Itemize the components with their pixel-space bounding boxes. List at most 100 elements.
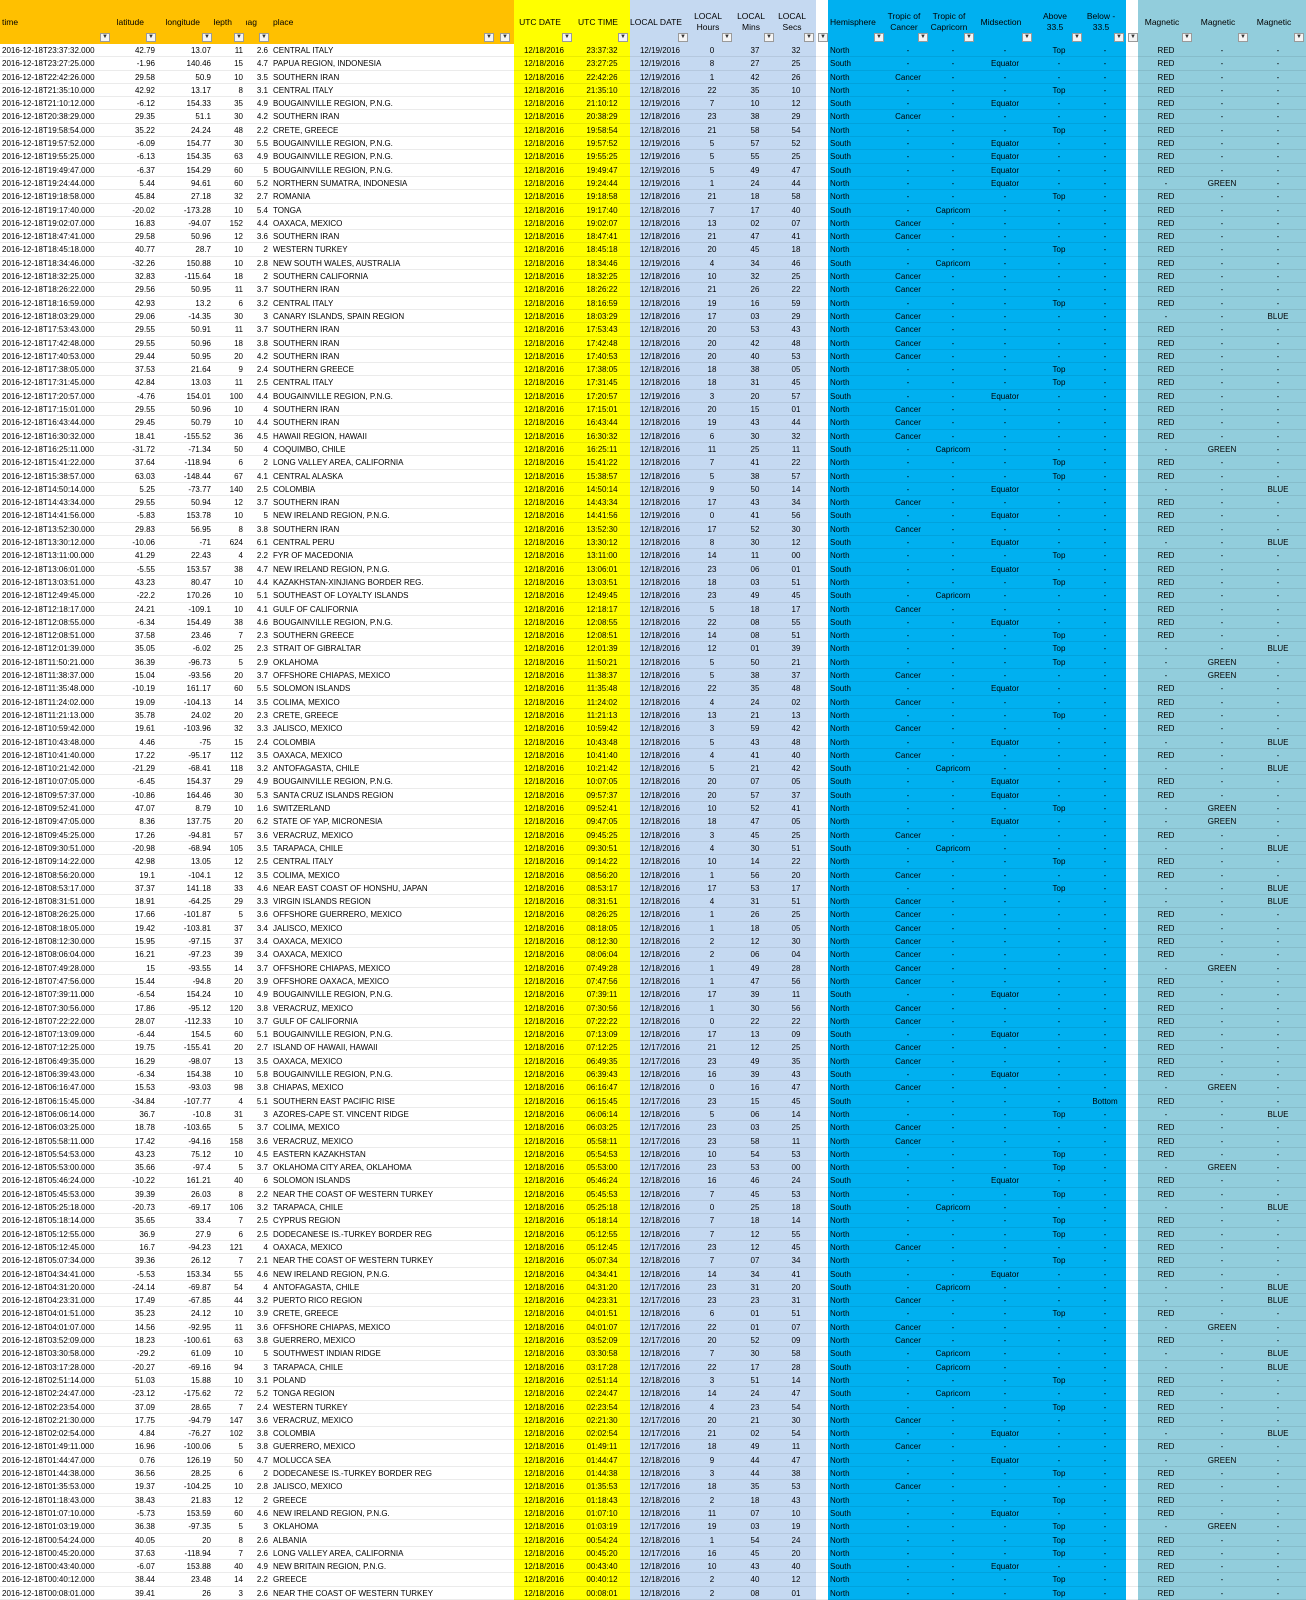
cell-mag1[interactable]: RED [1138, 1002, 1194, 1015]
cell-above[interactable]: - [1034, 589, 1084, 602]
cell-local_secs[interactable]: 56 [776, 975, 816, 988]
cell-mag2[interactable]: - [1194, 1095, 1250, 1108]
cell-cancer[interactable]: - [886, 1268, 930, 1281]
cell-local_mins[interactable]: 08 [734, 1587, 776, 1600]
cell-midsection[interactable]: - [976, 922, 1034, 935]
cell-local_mins[interactable]: 30 [734, 536, 776, 549]
cell-depth[interactable]: 10 [214, 1347, 246, 1360]
cell-local_mins[interactable]: 24 [734, 1387, 776, 1400]
cell-local_date[interactable]: 12/19/2016 [630, 150, 690, 163]
cell-place[interactable]: NEW SOUTH WALES, AUSTRALIA [271, 257, 496, 270]
cell-mag3[interactable]: - [1250, 470, 1306, 483]
cell-utc_date[interactable]: 12/18/2016 [514, 922, 574, 935]
cell-local_secs[interactable]: 41 [776, 1268, 816, 1281]
cell-midsection[interactable]: - [976, 1214, 1034, 1227]
cell-local_secs[interactable]: 20 [776, 1547, 816, 1560]
cell-depth[interactable]: 10 [214, 243, 246, 256]
cell-utc_date[interactable]: 12/18/2016 [514, 270, 574, 283]
cell-time[interactable]: 2016-12-18T06:39:43.000 [0, 1068, 112, 1081]
cell-midsection[interactable]: - [976, 1387, 1034, 1400]
cell-depth[interactable]: 14 [214, 1573, 246, 1586]
cell-time[interactable]: 2016-12-18T05:25:18.000 [0, 1201, 112, 1214]
cell-local_mins[interactable]: 07 [734, 775, 776, 788]
cell-hemisphere[interactable]: North [828, 1454, 886, 1467]
cell-capricorn[interactable]: - [930, 642, 976, 655]
cell-capricorn[interactable]: Capricorn [930, 1281, 976, 1294]
cell-capricorn[interactable]: - [930, 164, 976, 177]
cell-below[interactable]: - [1084, 1068, 1126, 1081]
cell-above[interactable]: - [1034, 948, 1084, 961]
cell-mag3[interactable]: - [1250, 1467, 1306, 1480]
cell-place[interactable]: SOUTHERN GREECE [271, 629, 496, 642]
cell-mag1[interactable]: RED [1138, 323, 1194, 336]
cell-midsection[interactable]: - [976, 1321, 1034, 1334]
cell-cancer[interactable]: - [886, 1148, 930, 1161]
cell-mag3[interactable]: - [1250, 1174, 1306, 1187]
cell-local_hours[interactable]: 23 [690, 1135, 734, 1148]
cell-mag3[interactable]: - [1250, 1547, 1306, 1560]
cell-hemisphere[interactable]: North [828, 456, 886, 469]
cell-above[interactable]: - [1034, 536, 1084, 549]
cell-depth[interactable]: 5 [214, 1121, 246, 1134]
cell-local_secs[interactable]: 53 [776, 1148, 816, 1161]
cell-local_mins[interactable]: 03 [734, 1520, 776, 1533]
cell-time[interactable]: 2016-12-18T05:45:53.000 [0, 1188, 112, 1201]
cell-longitude[interactable]: 26 [158, 1587, 214, 1600]
cell-local_mins[interactable]: 12 [734, 1241, 776, 1254]
cell-midsection[interactable]: - [976, 762, 1034, 775]
cell-mag[interactable]: 4.7 [246, 57, 271, 70]
cell-utc_date[interactable]: 12/18/2016 [514, 589, 574, 602]
cell-below[interactable]: - [1084, 1560, 1126, 1573]
cell-local_hours[interactable]: 8 [690, 536, 734, 549]
cell-mag[interactable]: 5 [246, 164, 271, 177]
cell-time[interactable]: 2016-12-18T11:35:48.000 [0, 682, 112, 695]
cell-place[interactable]: TARAPACA, CHILE [271, 1201, 496, 1214]
cell-local_secs[interactable]: 59 [776, 297, 816, 310]
cell-capricorn[interactable]: Capricorn [930, 762, 976, 775]
cell-above[interactable]: Top [1034, 1148, 1084, 1161]
cell-mag3[interactable]: - [1250, 948, 1306, 961]
cell-local_mins[interactable]: 27 [734, 57, 776, 70]
cell-hemisphere[interactable]: North [828, 1440, 886, 1453]
cell-local_mins[interactable]: 17 [734, 204, 776, 217]
cell-local_hours[interactable]: 1 [690, 922, 734, 935]
cell-latitude[interactable]: 36.7 [112, 1108, 158, 1121]
cell-place[interactable]: CENTRAL ITALY [271, 84, 496, 97]
cell-mag3[interactable]: - [1250, 443, 1306, 456]
cell-below[interactable]: - [1084, 829, 1126, 842]
cell-latitude[interactable]: -6.07 [112, 1560, 158, 1573]
cell-utc_time[interactable]: 02:24:47 [574, 1387, 630, 1400]
cell-utc_date[interactable]: 12/18/2016 [514, 1467, 574, 1480]
cell-cancer[interactable]: - [886, 1254, 930, 1267]
cell-local_hours[interactable]: 2 [690, 935, 734, 948]
cell-above[interactable]: - [1034, 164, 1084, 177]
cell-time[interactable]: 2016-12-18T05:58:11.000 [0, 1135, 112, 1148]
cell-local_date[interactable]: 12/19/2016 [630, 57, 690, 70]
cell-local_secs[interactable]: 05 [776, 363, 816, 376]
cell-local_hours[interactable]: 3 [690, 1374, 734, 1387]
cell-mag3[interactable]: - [1250, 270, 1306, 283]
cell-mag[interactable]: 3.9 [246, 975, 271, 988]
cell-mag3[interactable]: - [1250, 1041, 1306, 1054]
cell-utc_date[interactable]: 12/18/2016 [514, 869, 574, 882]
cell-place[interactable]: NEW BRITAIN REGION, P.N.G. [271, 1560, 496, 1573]
cell-below[interactable]: - [1084, 749, 1126, 762]
cell-below[interactable]: - [1084, 882, 1126, 895]
cell-local_mins[interactable]: 47 [734, 230, 776, 243]
cell-longitude[interactable]: -64.25 [158, 895, 214, 908]
cell-latitude[interactable]: 29.58 [112, 230, 158, 243]
cell-midsection[interactable]: - [976, 1361, 1034, 1374]
cell-time[interactable]: 2016-12-18T18:45:18.000 [0, 243, 112, 256]
filter-dropdown-icon[interactable]: ▼ [678, 33, 688, 42]
cell-capricorn[interactable]: - [930, 935, 976, 948]
cell-utc_date[interactable]: 12/18/2016 [514, 1520, 574, 1533]
cell-cancer[interactable]: - [886, 150, 930, 163]
cell-depth[interactable]: 152 [214, 217, 246, 230]
cell-capricorn[interactable]: Capricorn [930, 589, 976, 602]
cell-mag2[interactable]: - [1194, 1507, 1250, 1520]
cell-local_hours[interactable]: 11 [690, 443, 734, 456]
cell-local_date[interactable]: 12/18/2016 [630, 948, 690, 961]
cell-hemisphere[interactable]: North [828, 177, 886, 190]
cell-local_hours[interactable]: 20 [690, 775, 734, 788]
cell-utc_date[interactable]: 12/18/2016 [514, 1307, 574, 1320]
